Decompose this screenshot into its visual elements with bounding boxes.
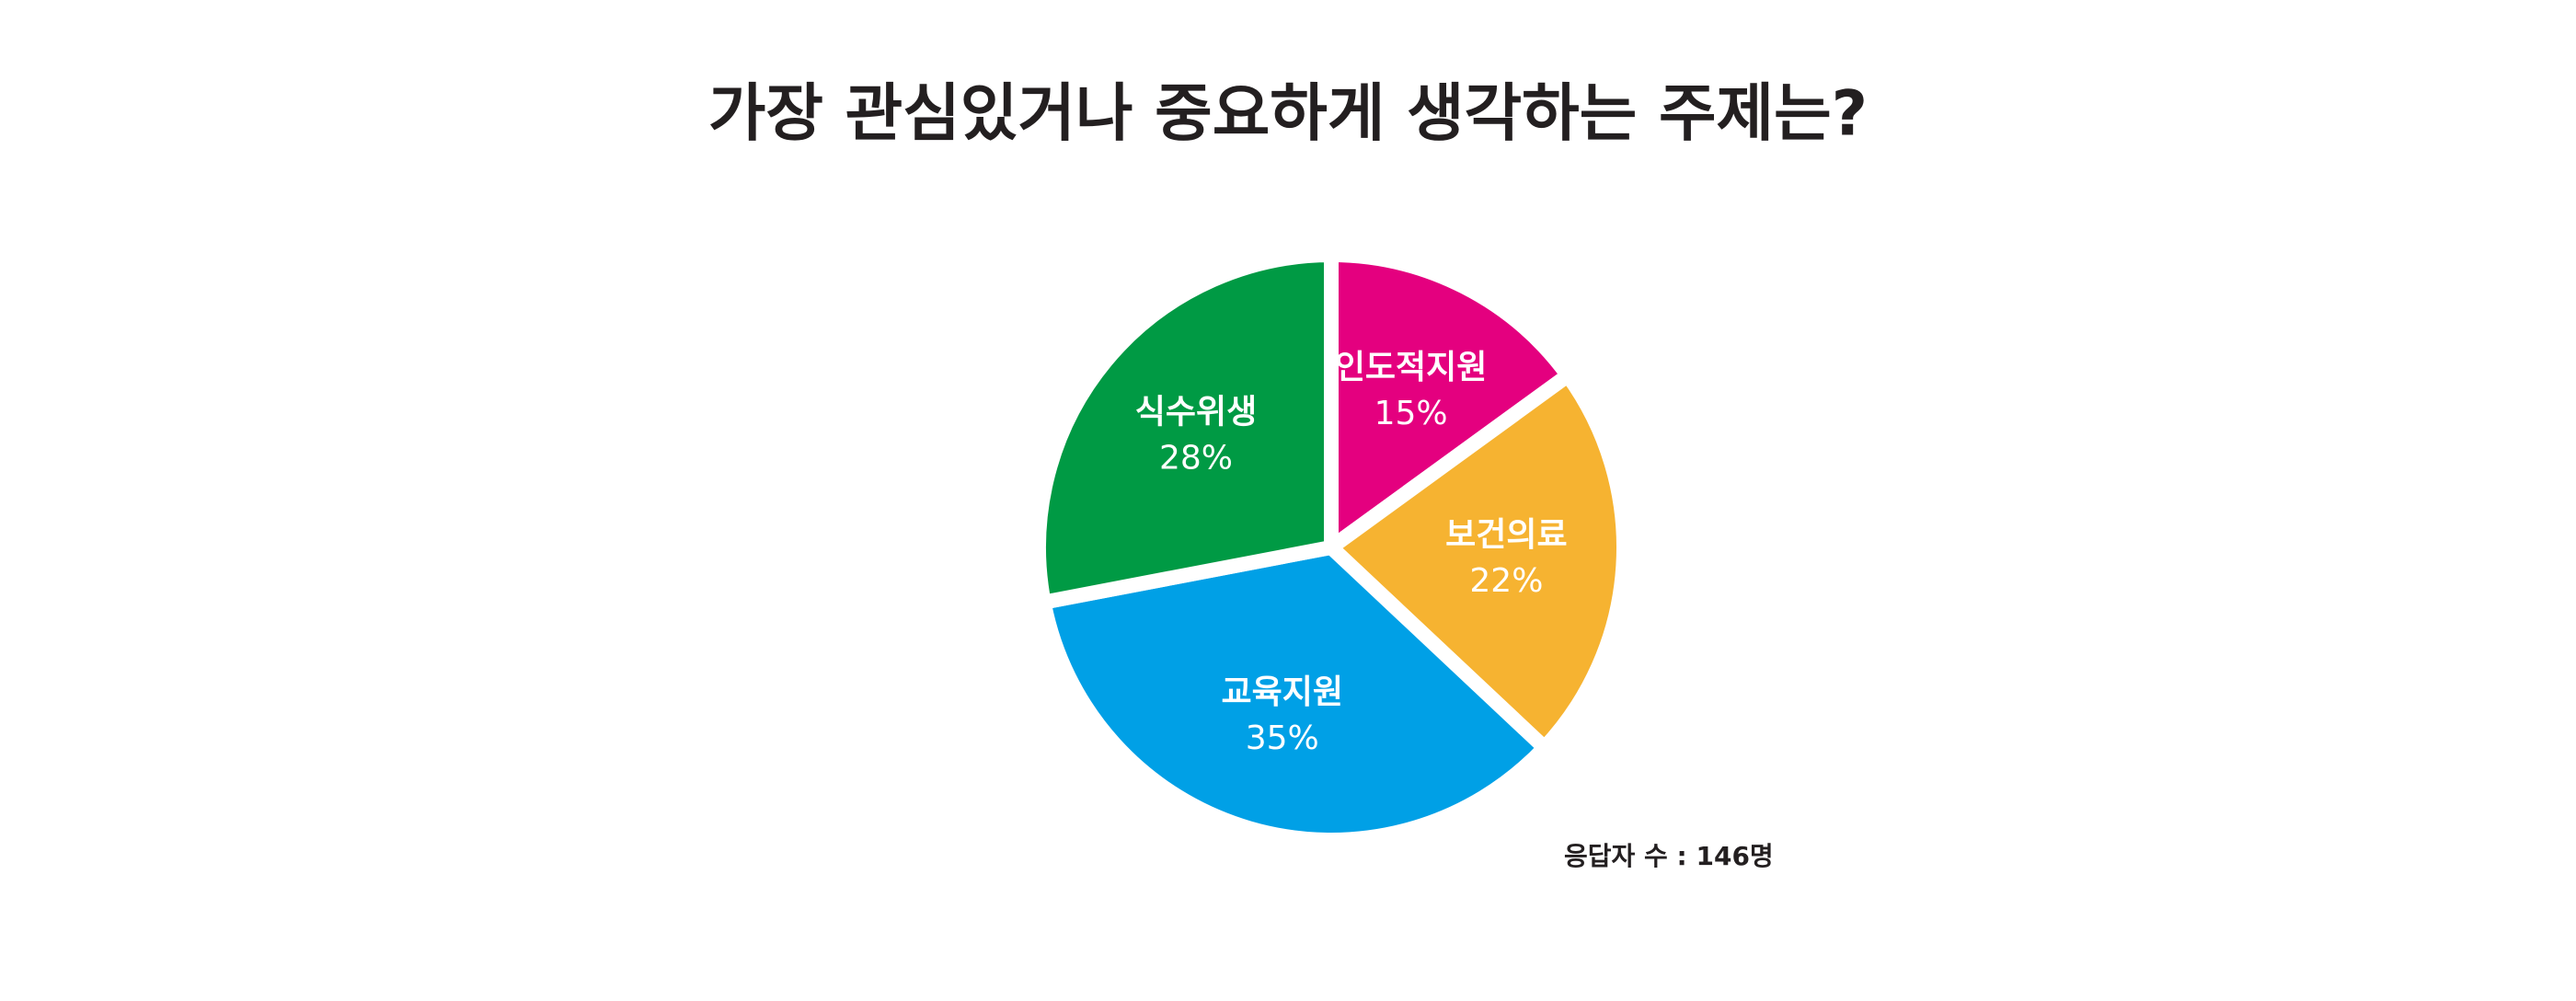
value-label: 35%	[1246, 719, 1319, 757]
note: 응답자 수 : 146명	[1564, 841, 1774, 871]
pie-slice	[1319, 364, 1631, 758]
pie-slice	[1324, 247, 1579, 562]
value-label: 22%	[1469, 562, 1543, 600]
slice-label: 식수위생	[1135, 393, 1257, 431]
slice-label: 보건의료	[1445, 516, 1567, 554]
value-label: 15%	[1374, 395, 1448, 432]
value-label: 28%	[1159, 439, 1233, 477]
chart-title: 가장 관심있거나 중요하게 생각하는 주제는?	[708, 78, 1868, 151]
slice-label: 인도적지원	[1335, 349, 1488, 386]
pie-slice	[1031, 247, 1339, 611]
pie-slice	[1035, 539, 1556, 847]
slice-label: 교육지원	[1222, 673, 1343, 711]
